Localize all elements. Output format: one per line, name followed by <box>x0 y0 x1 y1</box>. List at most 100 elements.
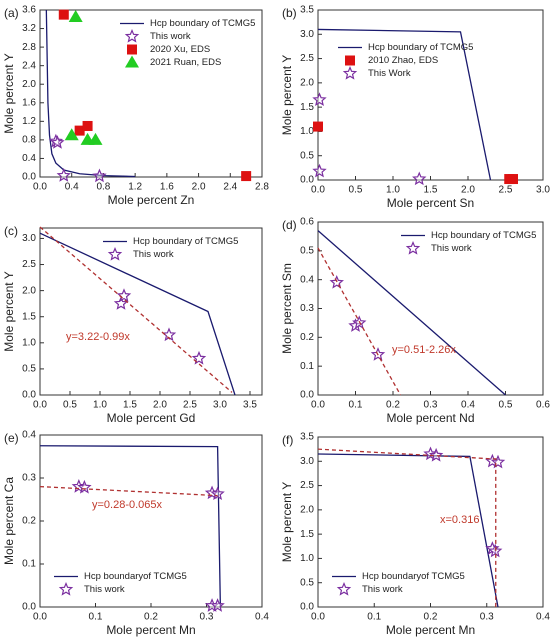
boundary-line <box>317 28 492 181</box>
y-tick-label: 1.0 <box>300 553 314 564</box>
legend-label: This Work <box>368 68 411 79</box>
x-tick-label: 0.4 <box>65 182 79 193</box>
y-axis-title: Mole percent Y <box>280 55 294 136</box>
x-tick-label: 2.8 <box>255 182 269 193</box>
y-tick-label: 2.0 <box>300 77 314 88</box>
y-tick-label: 3.0 <box>22 233 36 244</box>
x-tick-label: 0.8 <box>96 182 110 193</box>
y-tick-label: 1.2 <box>22 116 36 127</box>
fit-line <box>39 485 218 497</box>
y-tick-label: 1.0 <box>300 126 314 137</box>
y-axis-title: Mole percent Sm <box>280 263 294 354</box>
x-tick-label: 0.2 <box>386 400 400 411</box>
panel-label: (f) <box>282 433 293 447</box>
fit-line <box>317 448 497 607</box>
square-point <box>74 125 85 136</box>
legend-label: Hcp boundaryof TCMG5 <box>362 571 465 582</box>
legend-label: Hcp boundary of TCMG5 <box>133 236 238 247</box>
star-point <box>116 288 132 302</box>
legend-label: Hcp boundary of TCMG5 <box>368 42 473 53</box>
x-tick-label: 0.4 <box>536 612 550 623</box>
panel-label: (c) <box>4 224 18 238</box>
x-tick-label: 1.0 <box>93 400 107 411</box>
legend-label: 2010 Zhao, EDS <box>368 55 438 66</box>
x-tick-label: 3.0 <box>213 400 227 411</box>
square-point <box>241 171 252 182</box>
legend-label: Hcp boundary of TCMG5 <box>150 18 255 29</box>
y-axis-title: Mole percent Y <box>2 53 16 134</box>
y-tick-label: 1.5 <box>300 102 314 113</box>
y-tick-label: 0.3 <box>300 303 314 314</box>
x-tick-label: 0.6 <box>536 400 550 411</box>
square-point <box>82 120 93 131</box>
legend-label: This work <box>84 584 125 595</box>
boundary-line <box>317 453 499 608</box>
boundary-line <box>45 9 136 178</box>
y-tick-label: 0.2 <box>22 516 36 527</box>
y-tick-label: 3.6 <box>22 5 36 16</box>
x-tick-label: 1.2 <box>128 182 142 193</box>
y-tick-label: 2.8 <box>22 42 36 53</box>
triangle-point <box>68 9 83 22</box>
panel-label: (e) <box>4 431 19 445</box>
x-tick-label: 2.0 <box>153 400 167 411</box>
x-tick-label: 0.3 <box>480 612 494 623</box>
y-tick-label: 0.2 <box>300 332 314 343</box>
y-tick-label: 0.1 <box>22 559 36 570</box>
x-tick-label: 0.0 <box>311 612 325 623</box>
x-tick-label: 0.4 <box>461 400 475 411</box>
legend-label: This work <box>431 243 472 254</box>
x-tick-label: 2.4 <box>223 182 237 193</box>
x-tick-label: 1.0 <box>386 185 400 196</box>
x-axis-title: Mole percent Mn <box>386 623 475 637</box>
legend-label: This work <box>362 584 403 595</box>
star-point <box>50 135 65 149</box>
star-point <box>77 479 92 494</box>
y-tick-label: 0.5 <box>22 364 36 375</box>
y-axis-title: Mole percent Y <box>280 482 294 563</box>
y-tick-label: 0.6 <box>300 217 314 228</box>
legend-label: Hcp boundaryof TCMG5 <box>84 571 187 582</box>
y-tick-label: 0.4 <box>300 274 314 285</box>
y-tick-label: 0.4 <box>22 430 36 441</box>
x-tick-label: 0.0 <box>311 400 325 411</box>
x-tick-label: 0.0 <box>33 400 47 411</box>
annotation: x=0.316 <box>440 514 479 526</box>
y-tick-label: 1.0 <box>22 337 36 348</box>
y-tick-label: 2.0 <box>22 285 36 296</box>
x-axis-title: Mole percent Nd <box>386 411 474 425</box>
y-tick-label: 2.5 <box>22 259 36 270</box>
x-tick-label: 0.1 <box>349 400 363 411</box>
boundary-line <box>39 232 236 396</box>
y-tick-label: 3.5 <box>300 5 314 16</box>
y-tick-label: 3.0 <box>300 456 314 467</box>
legend-label: This work <box>150 31 191 42</box>
legend-marker <box>336 581 352 596</box>
y-tick-label: 2.5 <box>300 480 314 491</box>
legend-marker <box>127 44 137 55</box>
y-tick-label: 0.0 <box>22 602 36 613</box>
star-point <box>191 350 207 365</box>
annotation: y=3.22-0.99x <box>66 331 130 343</box>
x-tick-label: 0.0 <box>311 185 325 196</box>
plot-frame <box>39 227 263 396</box>
legend-marker <box>124 28 140 43</box>
x-axis-title: Mole percent Sn <box>387 196 474 210</box>
y-tick-label: 1.5 <box>300 529 314 540</box>
x-tick-label: 0.5 <box>499 400 513 411</box>
triangle-point <box>64 128 79 141</box>
y-axis-title: Mole percent Y <box>2 271 16 352</box>
star-point <box>312 92 327 106</box>
y-tick-label: 0.0 <box>300 175 314 186</box>
x-tick-label: 2.0 <box>192 182 206 193</box>
square-point <box>313 121 323 132</box>
star-point <box>56 168 71 182</box>
legend-marker <box>345 55 355 66</box>
y-tick-label: 0.8 <box>22 135 36 146</box>
star-point <box>210 486 225 501</box>
y-tick-label: 0.5 <box>300 577 314 588</box>
star-point <box>113 296 129 310</box>
x-tick-label: 0.2 <box>424 612 438 623</box>
y-tick-label: 0.3 <box>22 473 36 484</box>
